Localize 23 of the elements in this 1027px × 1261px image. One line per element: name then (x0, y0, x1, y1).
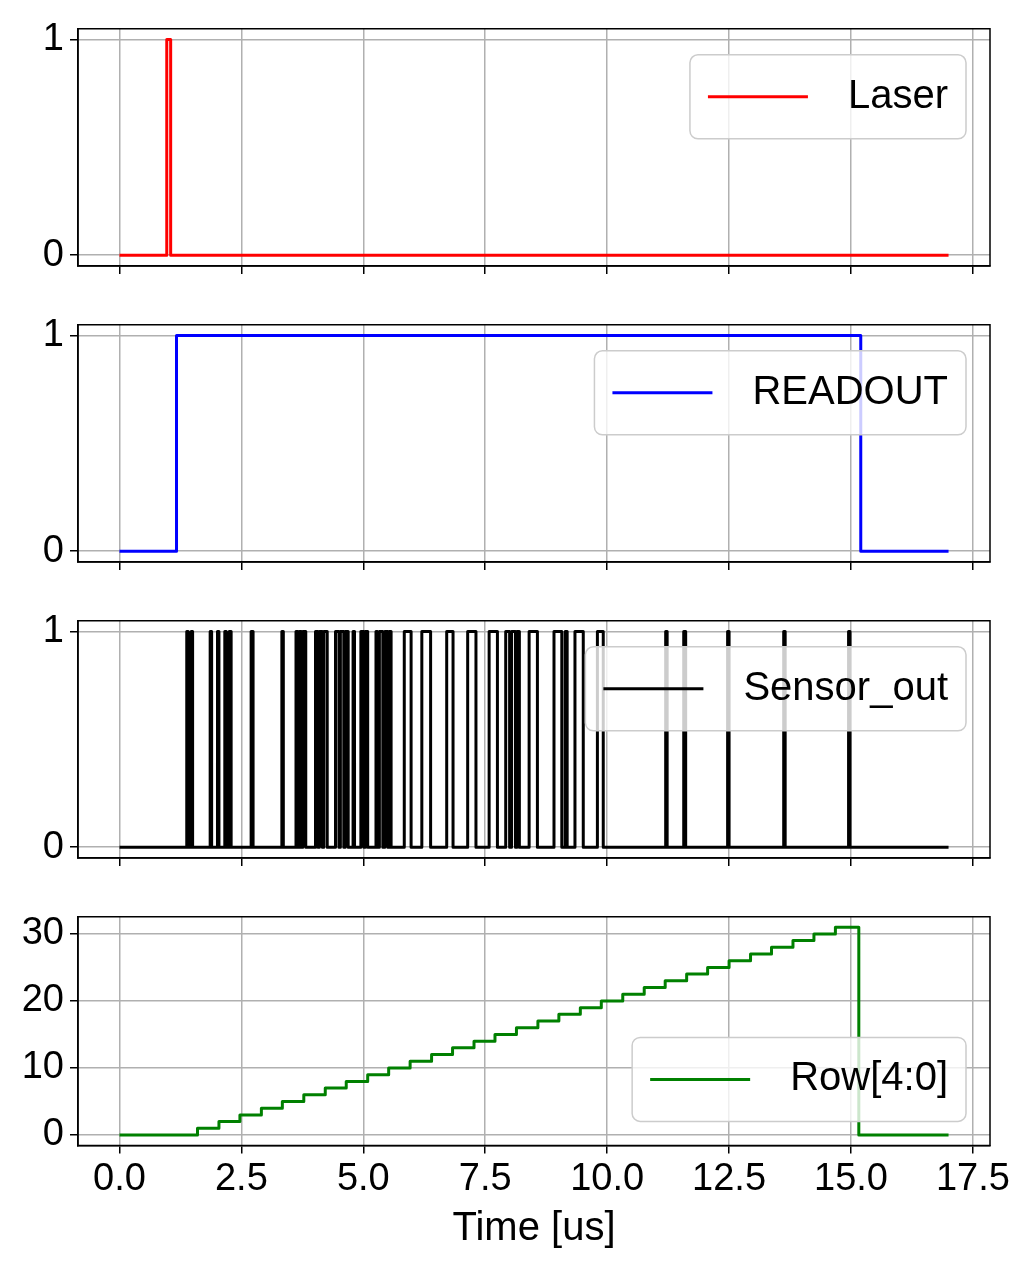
y-tick-label: 0 (42, 527, 64, 570)
legend-label: Row[4:0] (790, 1054, 949, 1099)
legend-label: READOUT (752, 367, 949, 412)
x-tick-label: 15.0 (814, 1155, 888, 1198)
y-tick-label: 20 (21, 977, 64, 1020)
x-tick-label: 5.0 (336, 1155, 390, 1198)
x-tick-label: 17.5 (935, 1155, 1010, 1198)
legend-label: Sensor_out (743, 663, 948, 708)
x-tick-label: 7.5 (458, 1155, 512, 1198)
y-tick-label: 0 (42, 823, 64, 866)
y-tick-label: 1 (42, 608, 64, 651)
x-axis-title: Time [us] (452, 1204, 616, 1249)
y-tick-label: 30 (21, 910, 64, 953)
x-tick-label: 12.5 (692, 1155, 767, 1198)
legend-label: Laser (847, 71, 948, 116)
y-tick-label: 0 (42, 231, 64, 274)
y-tick-label: 10 (21, 1044, 64, 1087)
y-tick-label: 1 (42, 16, 64, 59)
x-tick-label: 10.0 (570, 1155, 645, 1198)
y-tick-label: 1 (42, 312, 64, 355)
x-tick-label: 0.0 (93, 1155, 146, 1198)
y-tick-label: 0 (42, 1111, 64, 1154)
x-tick-label: 2.5 (214, 1155, 268, 1198)
